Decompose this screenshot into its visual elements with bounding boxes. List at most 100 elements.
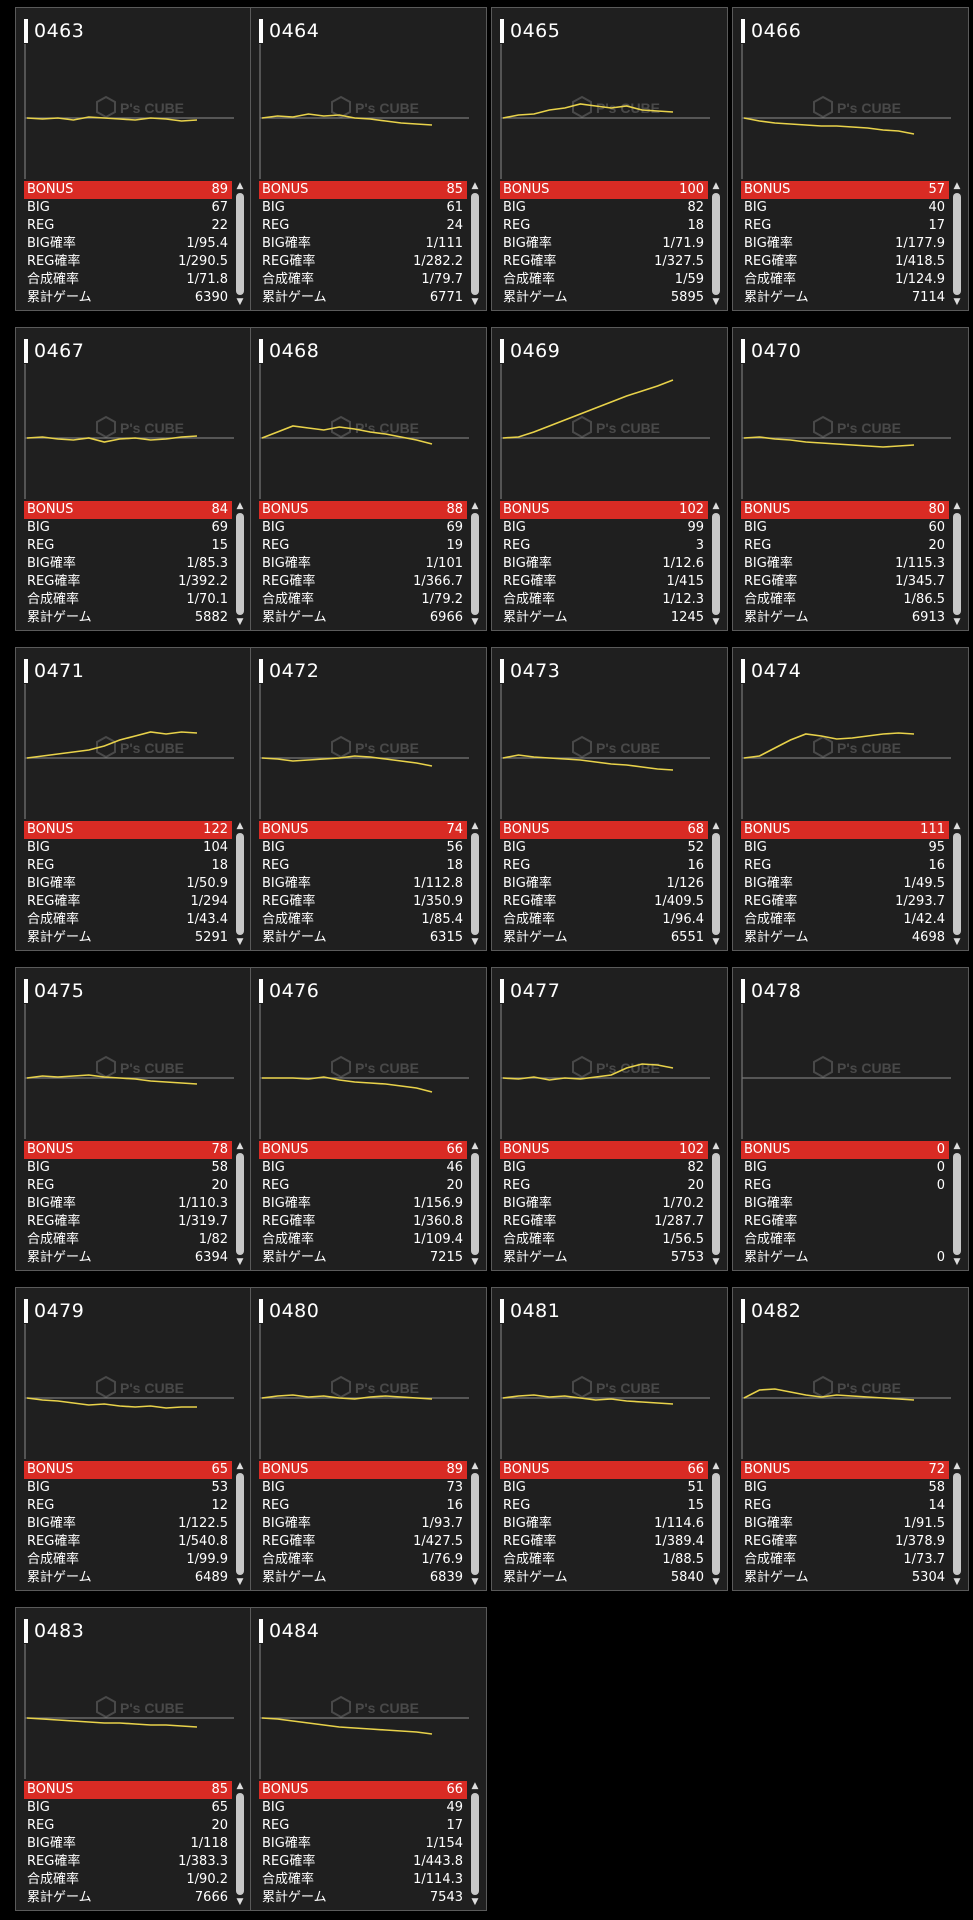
scroll-down-arrow-icon[interactable]: ▼ bbox=[471, 1897, 479, 1907]
machine-card[interactable]: 0475 P's CUBE BONUS 78 BIG 58 REG 20 BIG確率 1… bbox=[15, 967, 252, 1271]
stats-scrollbar[interactable]: ▲ ▼ bbox=[469, 1781, 481, 1907]
scroll-down-arrow-icon[interactable]: ▼ bbox=[953, 1577, 961, 1587]
stats-scrollbar[interactable]: ▲ ▼ bbox=[710, 821, 722, 947]
stats-scrollbar[interactable]: ▲ ▼ bbox=[469, 821, 481, 947]
scroll-up-arrow-icon[interactable]: ▲ bbox=[712, 821, 720, 831]
machine-card[interactable]: 0476 P's CUBE BONUS 66 BIG 46 REG 20 BIG確率 1… bbox=[250, 967, 487, 1271]
scroll-down-arrow-icon[interactable]: ▼ bbox=[712, 937, 720, 947]
scroll-up-arrow-icon[interactable]: ▲ bbox=[471, 181, 479, 191]
scroll-up-arrow-icon[interactable]: ▲ bbox=[471, 1461, 479, 1471]
scroll-up-arrow-icon[interactable]: ▲ bbox=[712, 181, 720, 191]
machine-card[interactable]: 0484 P's CUBE BONUS 66 BIG 49 REG 17 BIG確率 1… bbox=[250, 1607, 487, 1911]
scroll-up-arrow-icon[interactable]: ▲ bbox=[953, 501, 961, 511]
scroll-thumb[interactable] bbox=[236, 1793, 244, 1895]
scroll-up-arrow-icon[interactable]: ▲ bbox=[236, 501, 244, 511]
machine-card[interactable]: 0463 P's CUBE BONUS 89 BIG 67 REG 22 BIG確率 1… bbox=[15, 7, 252, 311]
stats-scrollbar[interactable]: ▲ ▼ bbox=[710, 501, 722, 627]
machine-card[interactable]: 0465 P's CUBE BONUS 100 BIG 82 REG 18 BIG確率… bbox=[491, 7, 728, 311]
machine-card[interactable]: 0483 P's CUBE BONUS 85 BIG 65 REG 20 BIG確率 1… bbox=[15, 1607, 252, 1911]
machine-card[interactable]: 0474 P's CUBE BONUS 111 BIG 95 REG 16 BIG確率… bbox=[732, 647, 969, 951]
stats-scrollbar[interactable]: ▲ ▼ bbox=[951, 501, 963, 627]
stats-scrollbar[interactable]: ▲ ▼ bbox=[710, 181, 722, 307]
scroll-down-arrow-icon[interactable]: ▼ bbox=[953, 937, 961, 947]
scroll-up-arrow-icon[interactable]: ▲ bbox=[953, 1141, 961, 1151]
machine-card[interactable]: 0478 P's CUBE BONUS 0 BIG 0 REG 0 BIG確率 REG… bbox=[732, 967, 969, 1271]
scroll-down-arrow-icon[interactable]: ▼ bbox=[236, 937, 244, 947]
scroll-up-arrow-icon[interactable]: ▲ bbox=[471, 1781, 479, 1791]
scroll-down-arrow-icon[interactable]: ▼ bbox=[712, 1257, 720, 1267]
scroll-down-arrow-icon[interactable]: ▼ bbox=[236, 617, 244, 627]
scroll-up-arrow-icon[interactable]: ▲ bbox=[953, 181, 961, 191]
scroll-up-arrow-icon[interactable]: ▲ bbox=[236, 1141, 244, 1151]
scroll-down-arrow-icon[interactable]: ▼ bbox=[712, 1577, 720, 1587]
scroll-thumb[interactable] bbox=[471, 513, 479, 615]
machine-card[interactable]: 0467 P's CUBE BONUS 84 BIG 69 REG 15 BIG確率 1… bbox=[15, 327, 252, 631]
scroll-thumb[interactable] bbox=[953, 1153, 961, 1255]
scroll-thumb[interactable] bbox=[712, 513, 720, 615]
scroll-thumb[interactable] bbox=[712, 833, 720, 935]
scroll-up-arrow-icon[interactable]: ▲ bbox=[471, 1141, 479, 1151]
scroll-up-arrow-icon[interactable]: ▲ bbox=[236, 181, 244, 191]
scroll-thumb[interactable] bbox=[471, 1793, 479, 1895]
scroll-up-arrow-icon[interactable]: ▲ bbox=[953, 821, 961, 831]
scroll-down-arrow-icon[interactable]: ▼ bbox=[236, 297, 244, 307]
stats-scrollbar[interactable]: ▲ ▼ bbox=[234, 821, 246, 947]
scroll-thumb[interactable] bbox=[236, 833, 244, 935]
scroll-down-arrow-icon[interactable]: ▼ bbox=[236, 1577, 244, 1587]
stats-scrollbar[interactable]: ▲ ▼ bbox=[469, 501, 481, 627]
stats-scrollbar[interactable]: ▲ ▼ bbox=[234, 501, 246, 627]
scroll-down-arrow-icon[interactable]: ▼ bbox=[236, 1897, 244, 1907]
machine-card[interactable]: 0464 P's CUBE BONUS 85 BIG 61 REG 24 BIG確率 1… bbox=[250, 7, 487, 311]
stats-scrollbar[interactable]: ▲ ▼ bbox=[469, 181, 481, 307]
stats-scrollbar[interactable]: ▲ ▼ bbox=[951, 821, 963, 947]
stats-scrollbar[interactable]: ▲ ▼ bbox=[234, 1141, 246, 1267]
scroll-thumb[interactable] bbox=[471, 193, 479, 295]
scroll-down-arrow-icon[interactable]: ▼ bbox=[712, 297, 720, 307]
machine-card[interactable]: 0471 P's CUBE BONUS 122 BIG 104 REG 18 BIG確… bbox=[15, 647, 252, 951]
scroll-up-arrow-icon[interactable]: ▲ bbox=[236, 1781, 244, 1791]
scroll-thumb[interactable] bbox=[712, 1473, 720, 1575]
scroll-down-arrow-icon[interactable]: ▼ bbox=[953, 297, 961, 307]
machine-card[interactable]: 0480 P's CUBE BONUS 89 BIG 73 REG 16 BIG確率 1… bbox=[250, 1287, 487, 1591]
scroll-thumb[interactable] bbox=[471, 1153, 479, 1255]
stats-scrollbar[interactable]: ▲ ▼ bbox=[710, 1461, 722, 1587]
scroll-down-arrow-icon[interactable]: ▼ bbox=[953, 617, 961, 627]
stats-scrollbar[interactable]: ▲ ▼ bbox=[951, 181, 963, 307]
scroll-thumb[interactable] bbox=[236, 193, 244, 295]
scroll-thumb[interactable] bbox=[236, 513, 244, 615]
scroll-thumb[interactable] bbox=[712, 193, 720, 295]
scroll-up-arrow-icon[interactable]: ▲ bbox=[236, 821, 244, 831]
scroll-thumb[interactable] bbox=[953, 833, 961, 935]
scroll-up-arrow-icon[interactable]: ▲ bbox=[236, 1461, 244, 1471]
scroll-thumb[interactable] bbox=[953, 513, 961, 615]
stats-scrollbar[interactable]: ▲ ▼ bbox=[469, 1141, 481, 1267]
scroll-up-arrow-icon[interactable]: ▲ bbox=[471, 501, 479, 511]
scroll-down-arrow-icon[interactable]: ▼ bbox=[471, 617, 479, 627]
stats-scrollbar[interactable]: ▲ ▼ bbox=[234, 1461, 246, 1587]
scroll-down-arrow-icon[interactable]: ▼ bbox=[471, 297, 479, 307]
stats-scrollbar[interactable]: ▲ ▼ bbox=[234, 1781, 246, 1907]
stats-scrollbar[interactable]: ▲ ▼ bbox=[710, 1141, 722, 1267]
machine-card[interactable]: 0466 P's CUBE BONUS 57 BIG 40 REG 17 BIG確率 1… bbox=[732, 7, 969, 311]
machine-card[interactable]: 0477 P's CUBE BONUS 102 BIG 82 REG 20 BIG確率… bbox=[491, 967, 728, 1271]
scroll-thumb[interactable] bbox=[712, 1153, 720, 1255]
machine-card[interactable]: 0482 P's CUBE BONUS 72 BIG 58 REG 14 BIG確率 1… bbox=[732, 1287, 969, 1591]
scroll-down-arrow-icon[interactable]: ▼ bbox=[471, 1257, 479, 1267]
scroll-thumb[interactable] bbox=[953, 1473, 961, 1575]
scroll-up-arrow-icon[interactable]: ▲ bbox=[471, 821, 479, 831]
stats-scrollbar[interactable]: ▲ ▼ bbox=[951, 1461, 963, 1587]
stats-scrollbar[interactable]: ▲ ▼ bbox=[951, 1141, 963, 1267]
scroll-thumb[interactable] bbox=[953, 193, 961, 295]
scroll-down-arrow-icon[interactable]: ▼ bbox=[471, 937, 479, 947]
machine-card[interactable]: 0473 P's CUBE BONUS 68 BIG 52 REG 16 BIG確率 1… bbox=[491, 647, 728, 951]
machine-card[interactable]: 0472 P's CUBE BONUS 74 BIG 56 REG 18 BIG確率 1… bbox=[250, 647, 487, 951]
machine-card[interactable]: 0470 P's CUBE BONUS 80 BIG 60 REG 20 BIG確率 1… bbox=[732, 327, 969, 631]
scroll-up-arrow-icon[interactable]: ▲ bbox=[712, 1141, 720, 1151]
scroll-down-arrow-icon[interactable]: ▼ bbox=[471, 1577, 479, 1587]
scroll-up-arrow-icon[interactable]: ▲ bbox=[712, 1461, 720, 1471]
scroll-thumb[interactable] bbox=[471, 1473, 479, 1575]
scroll-down-arrow-icon[interactable]: ▼ bbox=[953, 1257, 961, 1267]
scroll-thumb[interactable] bbox=[236, 1473, 244, 1575]
machine-card[interactable]: 0479 P's CUBE BONUS 65 BIG 53 REG 12 BIG確率 1… bbox=[15, 1287, 252, 1591]
stats-scrollbar[interactable]: ▲ ▼ bbox=[469, 1461, 481, 1587]
